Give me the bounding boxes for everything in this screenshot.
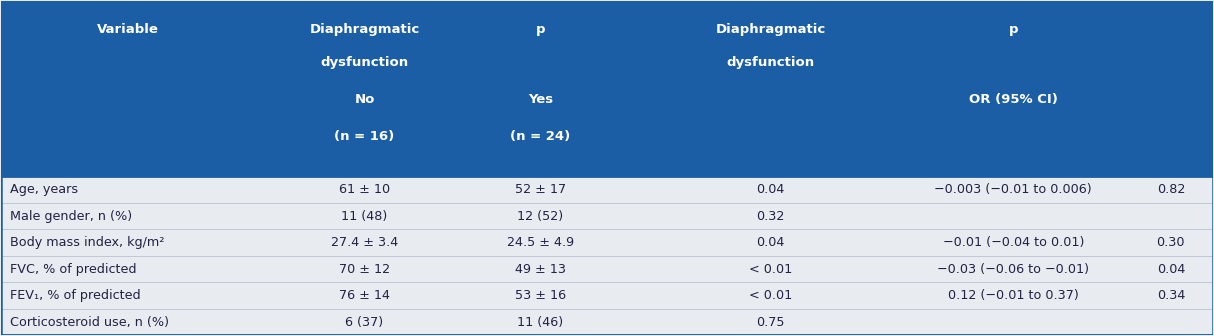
Text: < 0.01: < 0.01: [749, 262, 793, 276]
Text: 0.04: 0.04: [756, 183, 785, 196]
Text: dysfunction: dysfunction: [320, 56, 409, 69]
Text: Corticosteroid use, n (%): Corticosteroid use, n (%): [11, 316, 170, 329]
Text: −0.03 (−0.06 to −0.01): −0.03 (−0.06 to −0.01): [937, 262, 1089, 276]
Text: 0.82: 0.82: [1157, 183, 1185, 196]
Text: (n = 16): (n = 16): [334, 130, 395, 143]
Text: Age, years: Age, years: [11, 183, 79, 196]
Text: 0.12 (−0.01 to 0.37): 0.12 (−0.01 to 0.37): [948, 289, 1078, 302]
Text: −0.003 (−0.01 to 0.006): −0.003 (−0.01 to 0.006): [935, 183, 1093, 196]
Text: 0.34: 0.34: [1157, 289, 1185, 302]
Text: 11 (46): 11 (46): [517, 316, 563, 329]
Text: dysfunction: dysfunction: [727, 56, 815, 69]
Text: 53 ± 16: 53 ± 16: [515, 289, 566, 302]
Text: Yes: Yes: [528, 93, 552, 106]
Text: Body mass index, kg/m²: Body mass index, kg/m²: [11, 236, 165, 249]
Text: −0.01 (−0.04 to 0.01): −0.01 (−0.04 to 0.01): [942, 236, 1084, 249]
Text: FEV₁, % of predicted: FEV₁, % of predicted: [11, 289, 141, 302]
Text: 70 ± 12: 70 ± 12: [339, 262, 390, 276]
Text: Diaphragmatic: Diaphragmatic: [715, 23, 826, 36]
Text: p: p: [535, 23, 545, 36]
Text: 24.5 ± 4.9: 24.5 ± 4.9: [506, 236, 574, 249]
Text: 0.75: 0.75: [756, 316, 785, 329]
Text: 61 ± 10: 61 ± 10: [339, 183, 390, 196]
Text: 52 ± 17: 52 ± 17: [515, 183, 566, 196]
Text: (n = 24): (n = 24): [510, 130, 571, 143]
Text: OR (95% CI): OR (95% CI): [969, 93, 1057, 106]
Text: 11 (48): 11 (48): [341, 210, 387, 223]
Text: 76 ± 14: 76 ± 14: [339, 289, 390, 302]
Text: 0.04: 0.04: [1157, 262, 1185, 276]
Text: No: No: [354, 93, 375, 106]
Text: FVC, % of predicted: FVC, % of predicted: [11, 262, 137, 276]
Text: Variable: Variable: [97, 23, 159, 36]
Text: p: p: [1009, 23, 1019, 36]
FancyBboxPatch shape: [1, 1, 1213, 176]
Text: 6 (37): 6 (37): [346, 316, 384, 329]
Text: 0.04: 0.04: [756, 236, 785, 249]
Text: 49 ± 13: 49 ± 13: [515, 262, 566, 276]
Text: 0.30: 0.30: [1157, 236, 1185, 249]
Text: Male gender, n (%): Male gender, n (%): [11, 210, 132, 223]
Text: 27.4 ± 3.4: 27.4 ± 3.4: [331, 236, 398, 249]
Text: 12 (52): 12 (52): [517, 210, 563, 223]
Text: < 0.01: < 0.01: [749, 289, 793, 302]
Text: 0.32: 0.32: [756, 210, 785, 223]
Text: Diaphragmatic: Diaphragmatic: [310, 23, 420, 36]
